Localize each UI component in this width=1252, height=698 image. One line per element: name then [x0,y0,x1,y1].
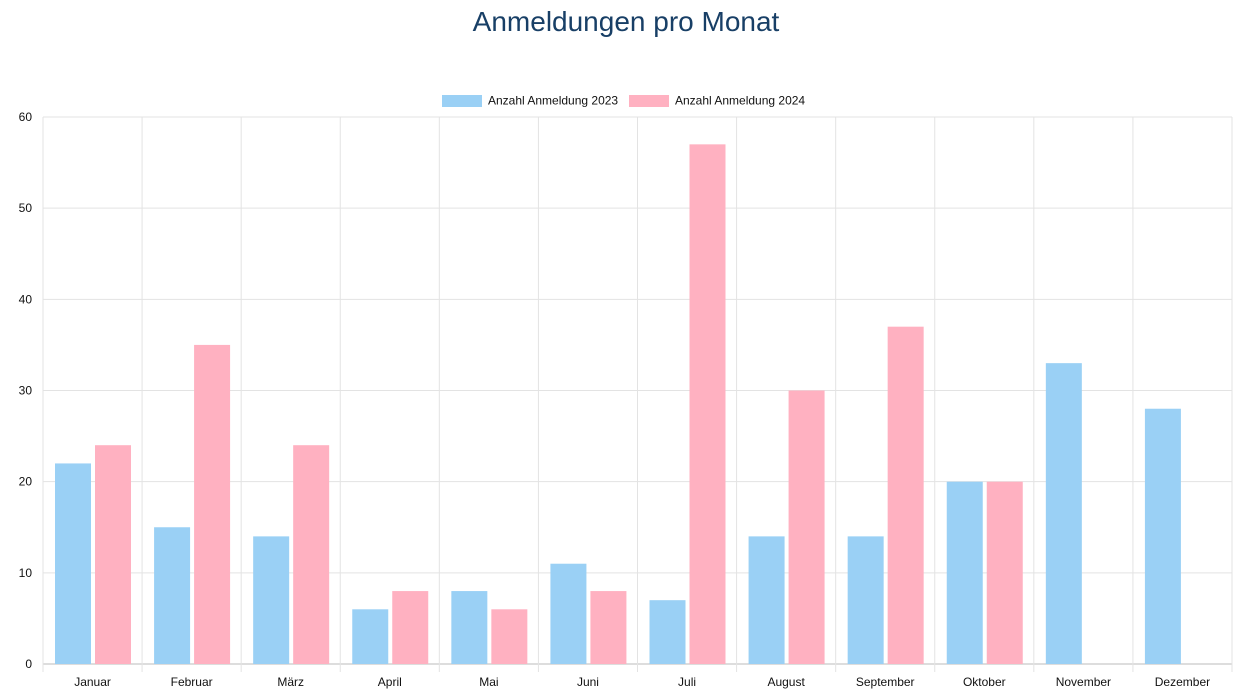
bar-2024 [293,445,330,664]
bar-2023 [154,527,191,664]
bar-2023 [55,463,91,664]
x-tick-label: April [378,675,402,689]
x-tick-label: Mai [479,675,498,689]
x-tick-label: Februar [171,675,213,689]
bar-2023 [1144,408,1181,664]
chart-title: Anmeldungen pro Monat [472,6,780,37]
x-tick-label: September [856,675,915,689]
bar-2023 [847,536,884,664]
legend-swatch [629,95,669,107]
y-tick-label: 0 [25,657,32,671]
bar-2024 [194,344,231,664]
legend-label: Anzahl Anmeldung 2024 [675,94,805,108]
legend-swatch [442,95,482,107]
bar-2024 [887,326,924,664]
x-tick-label: Juli [678,675,696,689]
y-tick-label: 30 [19,384,33,398]
bar-2024 [788,390,825,664]
bar-2024 [95,445,131,664]
bar-2023 [1045,363,1082,664]
x-tick-label: März [277,675,304,689]
x-tick-label: November [1056,675,1111,689]
bar-2024 [689,144,726,665]
bar-2024 [590,591,627,664]
bar-2024 [392,591,429,664]
bar-2024 [491,609,528,664]
bar-2023 [253,536,290,664]
y-tick-label: 50 [19,201,33,215]
x-tick-label: Oktober [963,675,1006,689]
y-tick-label: 40 [19,292,33,306]
x-tick-label: Dezember [1155,675,1210,689]
bar-2023 [649,600,686,664]
x-tick-label: Juni [577,675,599,689]
bar-2023 [451,591,488,664]
x-tick-label: August [767,675,805,689]
y-tick-label: 20 [19,475,33,489]
bar-2023 [352,609,389,664]
x-tick-label: Januar [74,675,111,689]
legend-label: Anzahl Anmeldung 2023 [488,94,618,108]
bar-2024 [986,481,1023,664]
bar-2023 [748,536,785,664]
y-tick-label: 10 [19,566,33,580]
bar-2023 [946,481,983,664]
y-tick-label: 60 [19,110,33,124]
bar-2023 [550,563,587,664]
